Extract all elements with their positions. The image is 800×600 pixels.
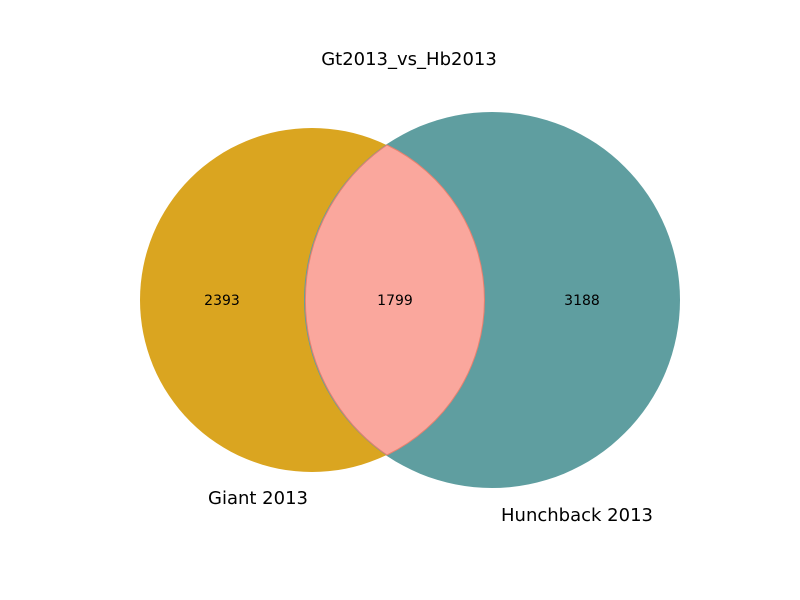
set-b-label: Hunchback 2013 (501, 505, 653, 526)
set-a-only-count: 2393 (204, 293, 240, 309)
intersection-count: 1799 (377, 293, 413, 309)
set-b-only-count: 3188 (564, 293, 600, 309)
intersection-region (304, 144, 485, 456)
set-a-label: Giant 2013 (208, 488, 308, 509)
chart-title: Gt2013_vs_Hb2013 (321, 49, 497, 70)
venn-shapes (140, 112, 680, 488)
